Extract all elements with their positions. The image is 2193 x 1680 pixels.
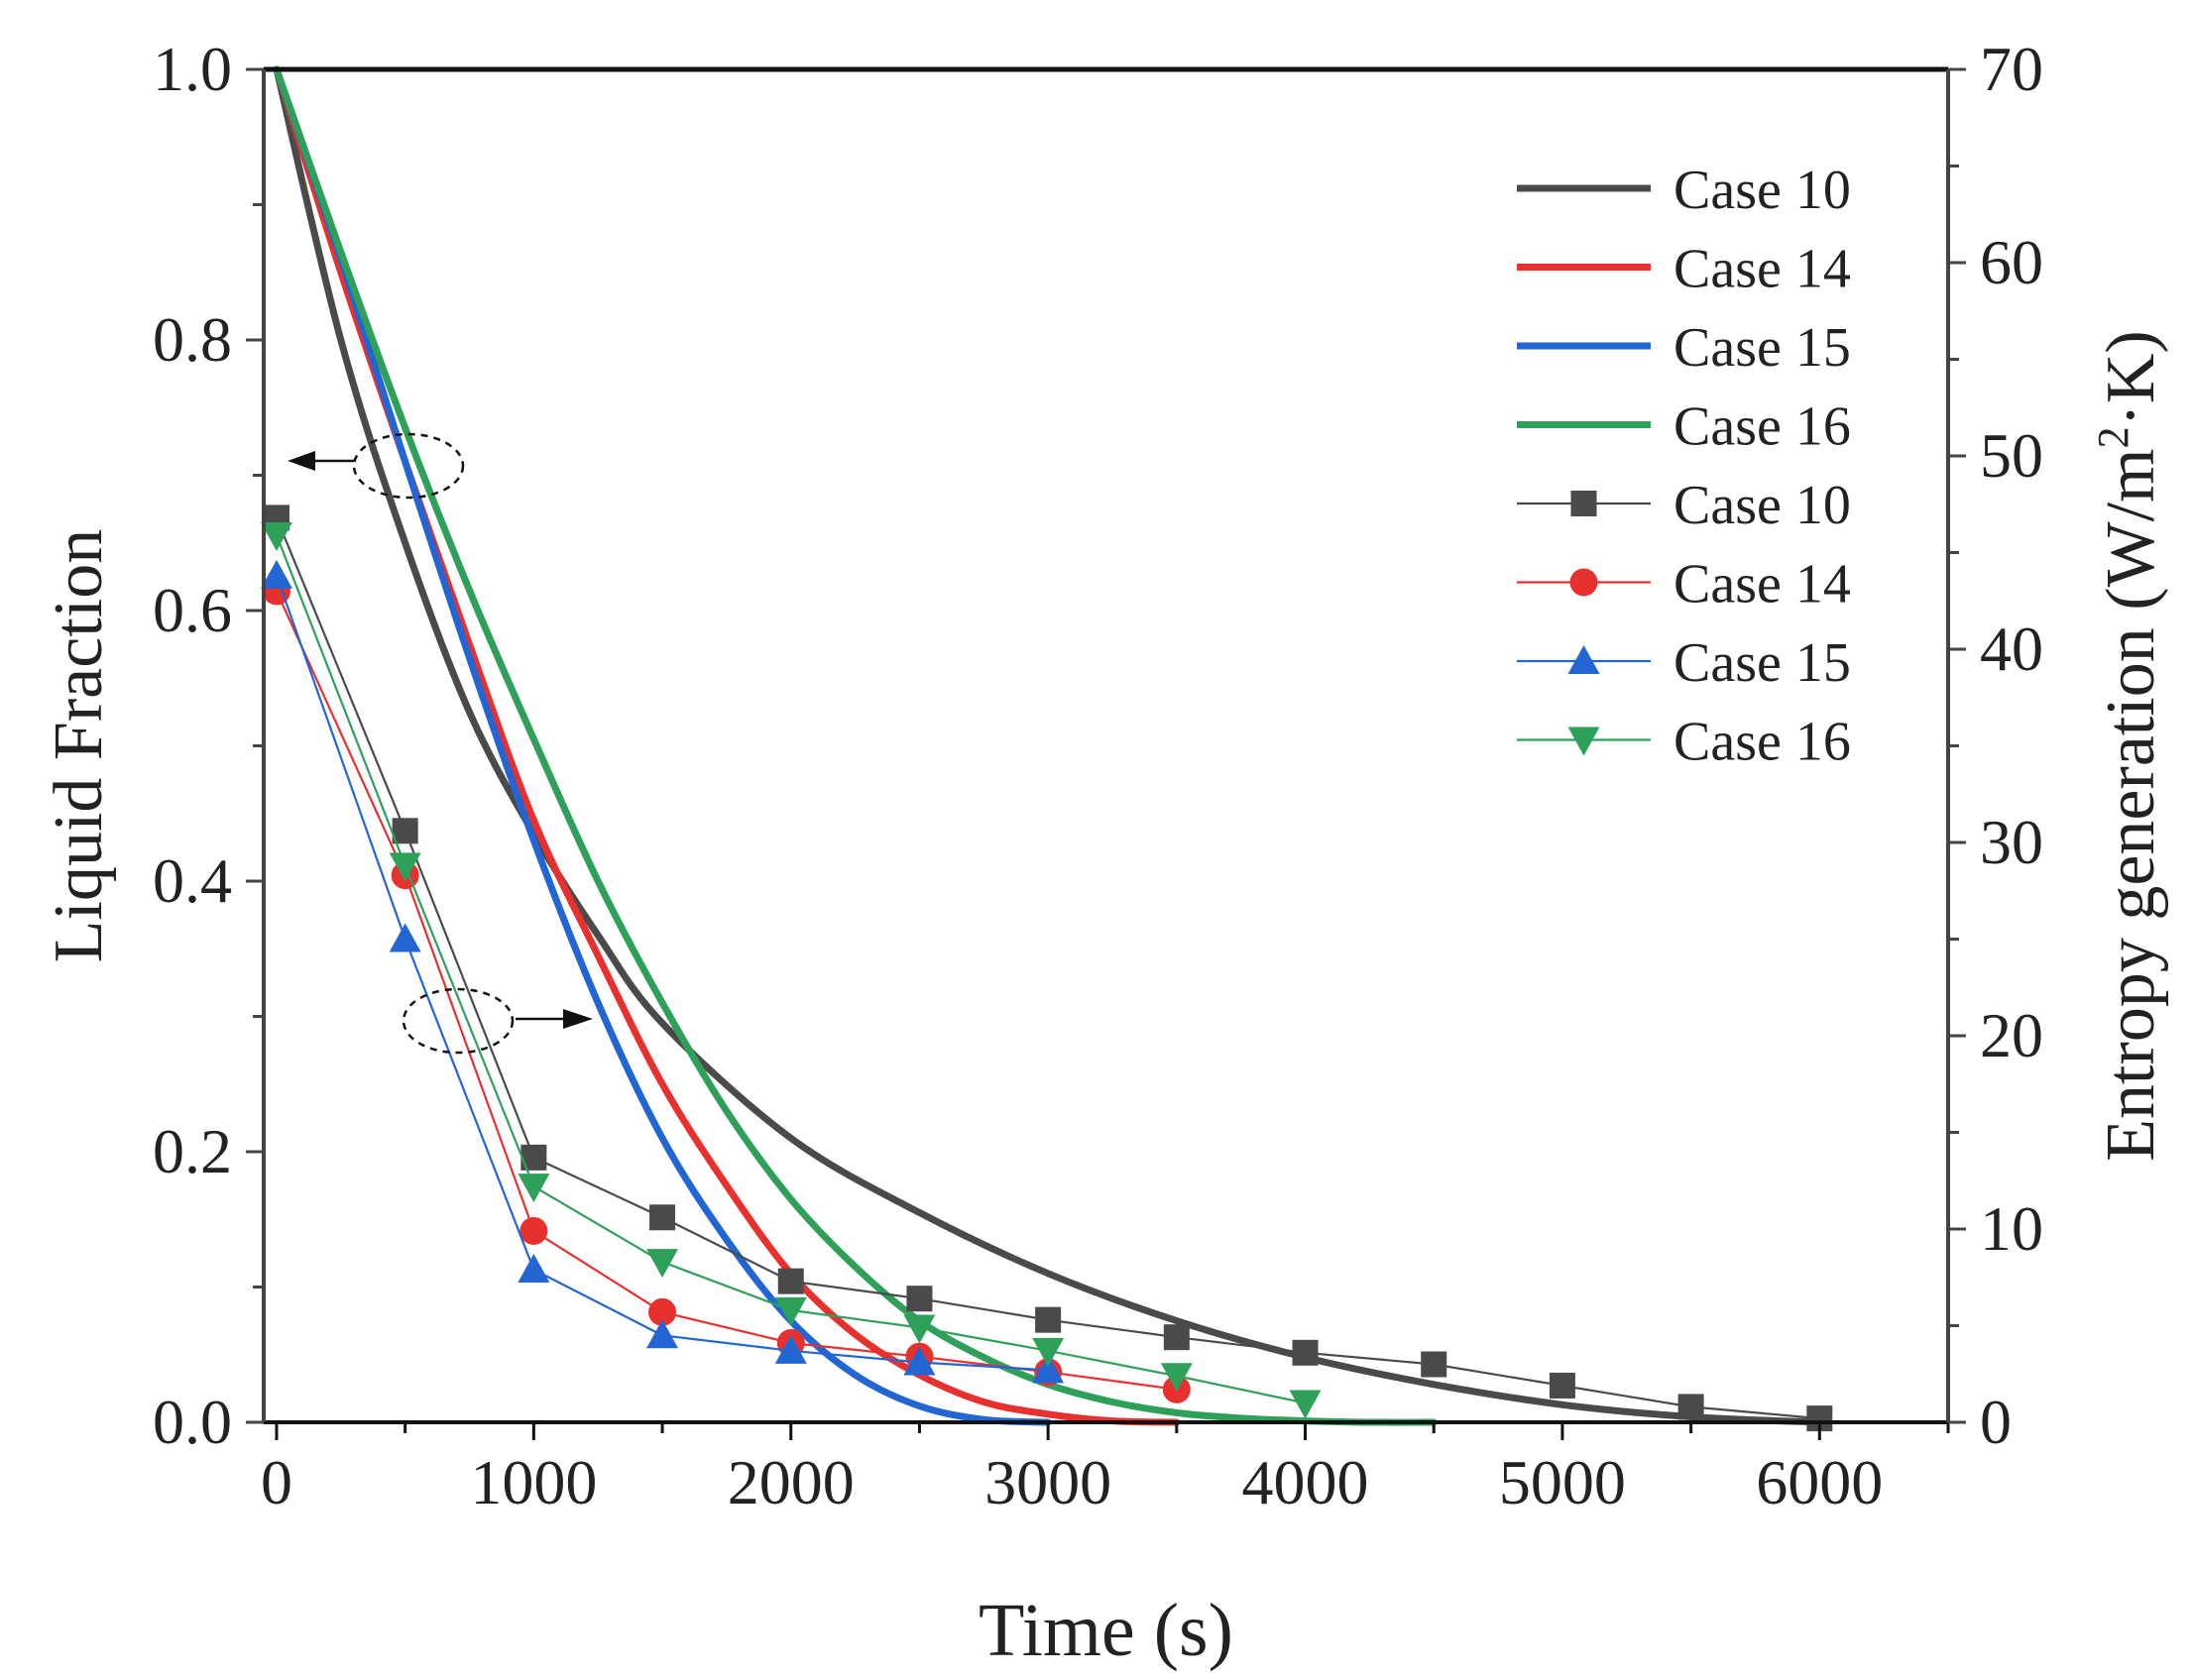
left-y-axis-title: Liquid Fraction [41,529,117,962]
entropy-point-case-10-2000 [777,1268,804,1294]
right-y-tick-label-50: 50 [1980,420,2043,491]
right-y-tick-label-0: 0 [1980,1387,2012,1457]
annotation-arrow-left-head [288,451,315,471]
entropy-point-case-15-2000 [774,1334,807,1364]
right-y-axis-title-unit: ·K) [2093,330,2169,426]
entropy-point-case-10-5500 [1677,1394,1704,1420]
liquid-fraction-line-case-15 [273,65,1052,1426]
right-y-tick-label-60: 60 [1980,227,2043,297]
entropy-point-case-15-500 [389,923,421,952]
left-y-tick-label-0-0: 0.0 [153,1387,232,1457]
right-y-tick-label-40: 40 [1980,614,2043,684]
entropy-point-case-10-500 [392,818,418,844]
legend-marker-entropy-case-15 [1567,645,1600,674]
right-y-tick-label-30: 30 [1980,807,2043,877]
liquid-fraction-line-case-10 [273,65,1823,1426]
x-tick-label-5000: 5000 [1499,1447,1626,1517]
right-y-axis-title-main: Entropy generation (W/m [2093,448,2169,1161]
annotations [288,432,593,1055]
left-y-tick-label-0-6: 0.6 [153,575,232,645]
legend-label-entropy-case-14: Case 14 [1674,554,1851,616]
right-y-axis-title-superscript: 2 [2089,426,2137,448]
left-y-tick-label-1-0: 1.0 [153,34,232,104]
legend-marker-entropy-case-16 [1567,727,1600,756]
entropy-point-case-16-1000 [518,1174,550,1203]
liquid-fraction-line-case-16 [273,65,1438,1426]
entropy-point-case-15-0 [260,559,292,589]
plot-area [260,65,1833,1432]
entropy-point-case-15-2500 [903,1346,936,1376]
entropy-point-case-10-4500 [1421,1351,1447,1378]
entropy-line-case-10 [275,516,1820,1420]
entropy-point-case-10-5000 [1549,1372,1575,1399]
annotation-arrow-right-head [563,1009,593,1029]
liquid-fraction-line-case-14 [273,65,1181,1426]
entropy-point-case-15-1500 [646,1319,679,1349]
legend-label-entropy-case-15: Case 15 [1674,632,1851,694]
right-y-tick-label-70: 70 [1980,34,2043,104]
x-tick-label-0: 0 [261,1447,292,1517]
entropy-point-case-10-4000 [1292,1339,1319,1366]
left-y-tick-label-0-8: 0.8 [153,304,232,375]
entropy-point-case-15-3000 [1032,1354,1065,1384]
entropy-point-case-14-1000 [519,1216,548,1245]
entropy-point-case-10-3500 [1163,1324,1190,1351]
x-axis-title: Time (s) [979,1589,1233,1672]
legend-label-liquid-case-15: Case 15 [1674,317,1851,379]
right-y-tick-label-20: 20 [1980,1000,2043,1070]
entropy-point-case-16-2500 [903,1314,936,1344]
x-tick-label-2000: 2000 [728,1447,855,1517]
legend-marker-entropy-case-14 [1569,568,1598,597]
left-y-tick-label-0-4: 0.4 [153,845,232,916]
x-tick-label-6000: 6000 [1756,1447,1883,1517]
left-y-tick-label-0-2: 0.2 [153,1116,232,1186]
entropy-point-case-16-3000 [1032,1337,1065,1367]
annotation-ellipse-left-axis [352,432,465,500]
right-y-tick-label-10: 10 [1980,1193,2043,1264]
entropy-point-case-16-3500 [1160,1363,1193,1393]
x-tick-label-1000: 1000 [470,1447,597,1517]
entropy-point-case-16-2000 [774,1296,807,1326]
entropy-point-case-15-1000 [518,1253,550,1283]
entropy-point-case-10-1500 [649,1204,676,1231]
entropy-point-case-16-0 [260,521,292,551]
annotation-ellipse-right-axis [402,987,515,1055]
legend: Case 10 Case 14 Case 15 Case 16 Case 10 Case … [1517,160,1851,773]
x-tick-label-4000: 4000 [1242,1447,1369,1517]
entropy-point-case-10-3000 [1035,1306,1062,1333]
axes: 0 1000 2000 3000 4000 5000 6000 0.0 0.2 0.4 0.6 0.8… [41,34,2169,1672]
legend-marker-entropy-case-10 [1570,491,1597,516]
entropy-point-case-16-500 [389,852,421,882]
entropy-point-case-16-1500 [646,1249,679,1279]
legend-label-liquid-case-10: Case 10 [1674,160,1851,221]
right-y-axis-title: Entropy generation (W/m2·K) [2089,330,2169,1161]
entropy-point-case-14-1500 [648,1297,677,1326]
legend-label-liquid-case-16: Case 16 [1674,396,1851,458]
entropy-point-case-10-2500 [906,1286,933,1312]
entropy-point-case-16-4000 [1289,1390,1322,1419]
legend-label-liquid-case-14: Case 14 [1674,239,1851,300]
x-tick-label-3000: 3000 [984,1447,1111,1517]
legend-label-entropy-case-10: Case 10 [1674,475,1851,536]
legend-label-entropy-case-16: Case 16 [1674,712,1851,773]
